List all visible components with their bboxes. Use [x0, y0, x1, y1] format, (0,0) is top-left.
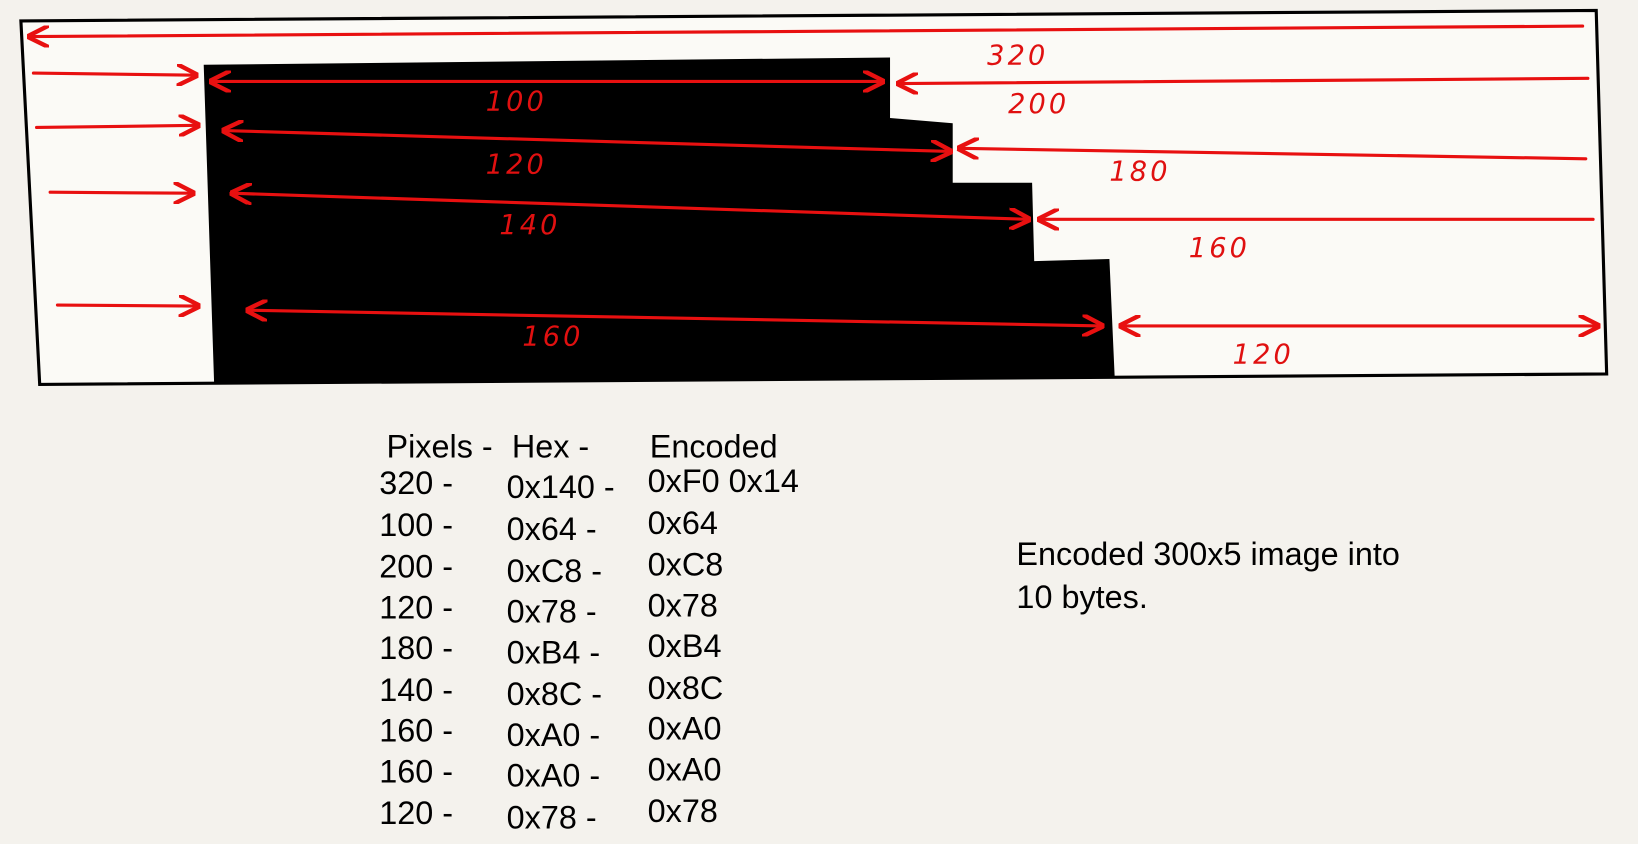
table-header: Hex -: [512, 429, 589, 465]
dimension-label: 140: [499, 210, 560, 241]
table-cell: 0xB4 -: [507, 634, 601, 670]
table-cell: 120 -: [379, 589, 453, 625]
dimension-label: 100: [486, 87, 547, 118]
arrow: [48, 192, 193, 193]
table-cell: 100 -: [379, 507, 453, 543]
arrow: [55, 305, 198, 306]
dimension-label: 160: [522, 322, 583, 353]
table-header: Encoded: [650, 429, 778, 465]
table-cell: 0x78 -: [507, 799, 597, 835]
arrow: [224, 131, 951, 152]
dimension-label: 180: [1109, 157, 1170, 188]
table-cell: 0x78 -: [507, 594, 597, 630]
arrows: [29, 24, 1598, 326]
table-cell: 0xA0 -: [507, 758, 601, 794]
note-text: 10 bytes.: [1016, 579, 1147, 615]
dimension-label: 160: [1189, 233, 1250, 264]
table-cell: 0x78: [648, 793, 718, 829]
dimension-label: 120: [486, 149, 547, 180]
dimension-label: 120: [1233, 340, 1294, 371]
table-cell: 140 -: [379, 672, 453, 708]
arrow: [248, 310, 1103, 326]
arrow: [34, 125, 199, 127]
table-cell: 160 -: [379, 713, 453, 749]
arrow: [29, 24, 1585, 36]
table-cell: 160 -: [379, 753, 453, 789]
table-cell: 0x78: [648, 587, 718, 623]
table-header: Pixels -: [387, 429, 493, 465]
table-cell: 0xC8: [648, 547, 724, 583]
note-text: Encoded 300x5 image into: [1016, 536, 1399, 572]
table-cell: 200 -: [379, 549, 453, 585]
table-cell: 0x8C: [648, 670, 724, 706]
table-cell: 0xB4: [648, 628, 722, 664]
arrow: [898, 78, 1590, 83]
arrow: [31, 73, 196, 75]
table-cell: 0xF0 0x14: [648, 463, 799, 499]
table-cell: 120 -: [379, 795, 453, 831]
table-cell: 0xA0: [648, 751, 722, 787]
table-cell: 0xA0: [648, 711, 722, 747]
table-cell: 0x8C -: [507, 676, 602, 712]
table-cell: 320 -: [379, 465, 453, 501]
dimension-label: 200: [1008, 89, 1069, 120]
table-cell: 180 -: [379, 630, 453, 666]
arrow: [232, 193, 1029, 219]
table-cell: 0x64: [648, 505, 718, 541]
table-cell: 0x64 -: [507, 511, 597, 547]
table-cell: 0xC8 -: [507, 553, 602, 589]
table-cell: 0x140 -: [507, 469, 615, 505]
arrow: [959, 148, 1588, 161]
dimension-label: 320: [987, 41, 1048, 72]
table-cell: 0xA0 -: [507, 717, 601, 753]
